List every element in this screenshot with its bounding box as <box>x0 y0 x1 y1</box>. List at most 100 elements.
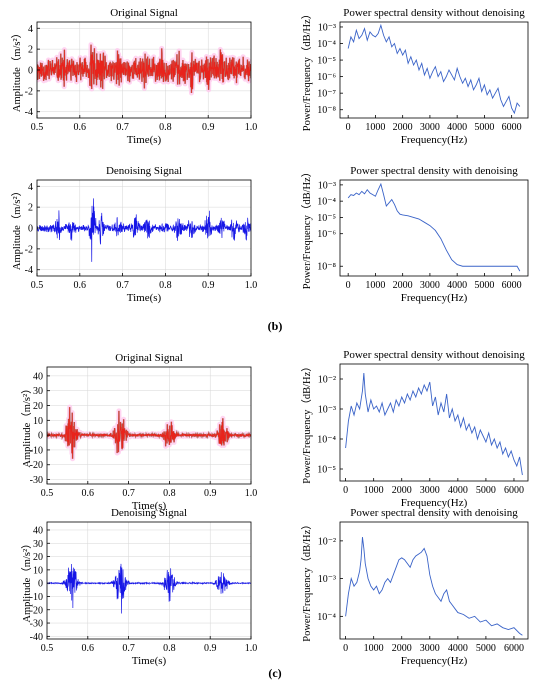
x-tick-label: 6000 <box>502 122 522 133</box>
x-tick-label: 5000 <box>476 485 496 496</box>
x-tick-label: 0.8 <box>159 122 172 133</box>
caption-b: (b) <box>268 319 283 333</box>
x-tick-label: 5000 <box>476 643 496 654</box>
y-tick-label: 10⁻⁴ <box>317 435 336 446</box>
y-tick-label: 0 <box>38 431 43 442</box>
chart-title: Denoising Signal <box>106 165 182 177</box>
y-tick-label: 10⁻⁶ <box>317 229 336 240</box>
y-tick-label: -20 <box>30 605 43 616</box>
x-tick-label: 0.9 <box>202 280 215 291</box>
x-tick-label: 3000 <box>420 643 440 654</box>
y-axis-label: Amplitude（m/s²） <box>21 538 33 622</box>
x-tick-label: 3000 <box>420 122 440 133</box>
x-tick-label: 0.9 <box>204 643 217 654</box>
series-line <box>37 44 251 94</box>
x-tick-label: 1000 <box>365 122 385 133</box>
x-tick-label: 6000 <box>504 485 524 496</box>
chart-title: Original Signal <box>115 352 183 364</box>
y-tick-label: 0 <box>28 224 33 235</box>
x-axis-label: Time(s) <box>127 292 162 304</box>
x-tick-label: 0.9 <box>202 122 215 133</box>
x-tick-label: 2000 <box>392 643 412 654</box>
x-tick-label: 6000 <box>504 643 524 654</box>
y-tick-label: 20 <box>33 552 43 563</box>
x-axis-label: Frequency(Hz) <box>401 292 468 304</box>
x-tick-label: 0.7 <box>116 280 129 291</box>
series-line <box>345 372 523 476</box>
y-tick-label: -10 <box>30 445 43 456</box>
y-tick-label: 10⁻⁴ <box>317 612 336 623</box>
x-tick-label: 0.6 <box>74 122 87 133</box>
series-line <box>47 563 251 614</box>
x-tick-label: 0.5 <box>31 122 44 133</box>
x-tick-label: 0.6 <box>82 643 95 654</box>
x-tick-label: 0.6 <box>82 488 95 499</box>
x-tick-label: 0.8 <box>163 643 176 654</box>
x-tick-label: 4000 <box>448 643 468 654</box>
y-tick-label: 4 <box>28 24 33 35</box>
chart-c-psd-den: Power spectral density with denoising 0 10… <box>301 507 529 667</box>
x-tick-label: 0.9 <box>204 488 217 499</box>
y-tick-label: 10⁻² <box>318 375 336 386</box>
chart-c-orig: Original Signal 0.5 0.6 0.7 0.8 0.9 1.0 40 30 20 1… <box>21 352 257 512</box>
y-tick-label: -4 <box>25 107 33 118</box>
y-tick-label: 2 <box>28 203 33 214</box>
y-axis-label: Power/Frequency（dB/Hz） <box>301 361 313 483</box>
x-tick-label: 5000 <box>474 280 494 291</box>
x-tick-label: 0 <box>346 280 351 291</box>
chart-b-orig: Original Signal 0.5 0.6 0.7 0.8 0.9 1.0 4 2 0 -2 -4… <box>11 7 257 146</box>
plot-frame <box>339 363 529 482</box>
y-tick-label: 10⁻⁸ <box>317 105 336 116</box>
y-axis-label: Power/Frequency（dB/Hz） <box>301 167 313 289</box>
chart-title: Power spectral density with denoising <box>350 165 518 177</box>
y-tick-label: 40 <box>33 371 43 382</box>
x-tick-label: 0.8 <box>159 280 172 291</box>
x-tick-label: 1000 <box>365 280 385 291</box>
plot-frame <box>339 179 529 277</box>
y-tick-label: 0 <box>28 66 33 77</box>
x-tick-label: 1000 <box>364 643 384 654</box>
x-tick-label: 0.5 <box>41 643 54 654</box>
y-tick-label: -10 <box>30 592 43 603</box>
x-axis-label: Time(s) <box>127 134 162 146</box>
y-tick-label: 10⁻³ <box>318 22 336 33</box>
chart-c-den: Denoising Signal 0.5 0.6 0.7 0.8 0.9 1.0 40 30 20… <box>21 507 257 667</box>
x-tick-label: 0.8 <box>163 488 176 499</box>
x-tick-label: 0.5 <box>31 280 44 291</box>
y-tick-label: 10⁻³ <box>318 574 336 585</box>
x-tick-label: 0.7 <box>122 488 135 499</box>
chart-c-psd-raw: Power spectral density without denoising… <box>301 349 529 509</box>
y-tick-label: 30 <box>33 539 43 550</box>
y-tick-label: -2 <box>25 86 33 97</box>
y-axis-label: Amplitude（m/s²） <box>11 186 23 270</box>
y-tick-label: -4 <box>25 265 33 276</box>
y-tick-label: 10⁻⁵ <box>317 56 336 67</box>
y-tick-label: 10⁻⁷ <box>317 89 336 100</box>
chart-title: Original Signal <box>110 7 178 19</box>
chart-b-den: Denoising Signal 0.5 0.6 0.7 0.8 0.9 1.0 4 2 0 -2 -… <box>11 165 257 304</box>
x-tick-label: 1.0 <box>245 643 258 654</box>
x-tick-label: 1.0 <box>245 280 258 291</box>
x-tick-label: 4000 <box>447 280 467 291</box>
chart-title: Power spectral density without denoising <box>343 349 525 361</box>
y-tick-label: 4 <box>28 182 33 193</box>
x-tick-label: 6000 <box>502 280 522 291</box>
y-tick-label: 10⁻² <box>318 536 336 547</box>
y-tick-label: -30 <box>30 475 43 486</box>
y-tick-label: 10⁻⁵ <box>317 213 336 224</box>
chart-title: Denoising Signal <box>111 507 187 519</box>
x-axis-label: Time(s) <box>132 500 167 512</box>
series-line <box>347 23 521 115</box>
y-tick-label: 10⁻⁸ <box>317 262 336 273</box>
y-tick-label: 10 <box>33 416 43 427</box>
x-tick-label: 0 <box>343 485 348 496</box>
plot-frame <box>339 521 529 640</box>
y-tick-label: 10⁻³ <box>318 405 336 416</box>
x-tick-label: 1000 <box>364 485 384 496</box>
x-tick-label: 3000 <box>420 280 440 291</box>
series-line <box>37 198 251 262</box>
y-tick-label: 30 <box>33 386 43 397</box>
plot-frame <box>46 521 252 640</box>
y-tick-label: 0 <box>38 579 43 590</box>
